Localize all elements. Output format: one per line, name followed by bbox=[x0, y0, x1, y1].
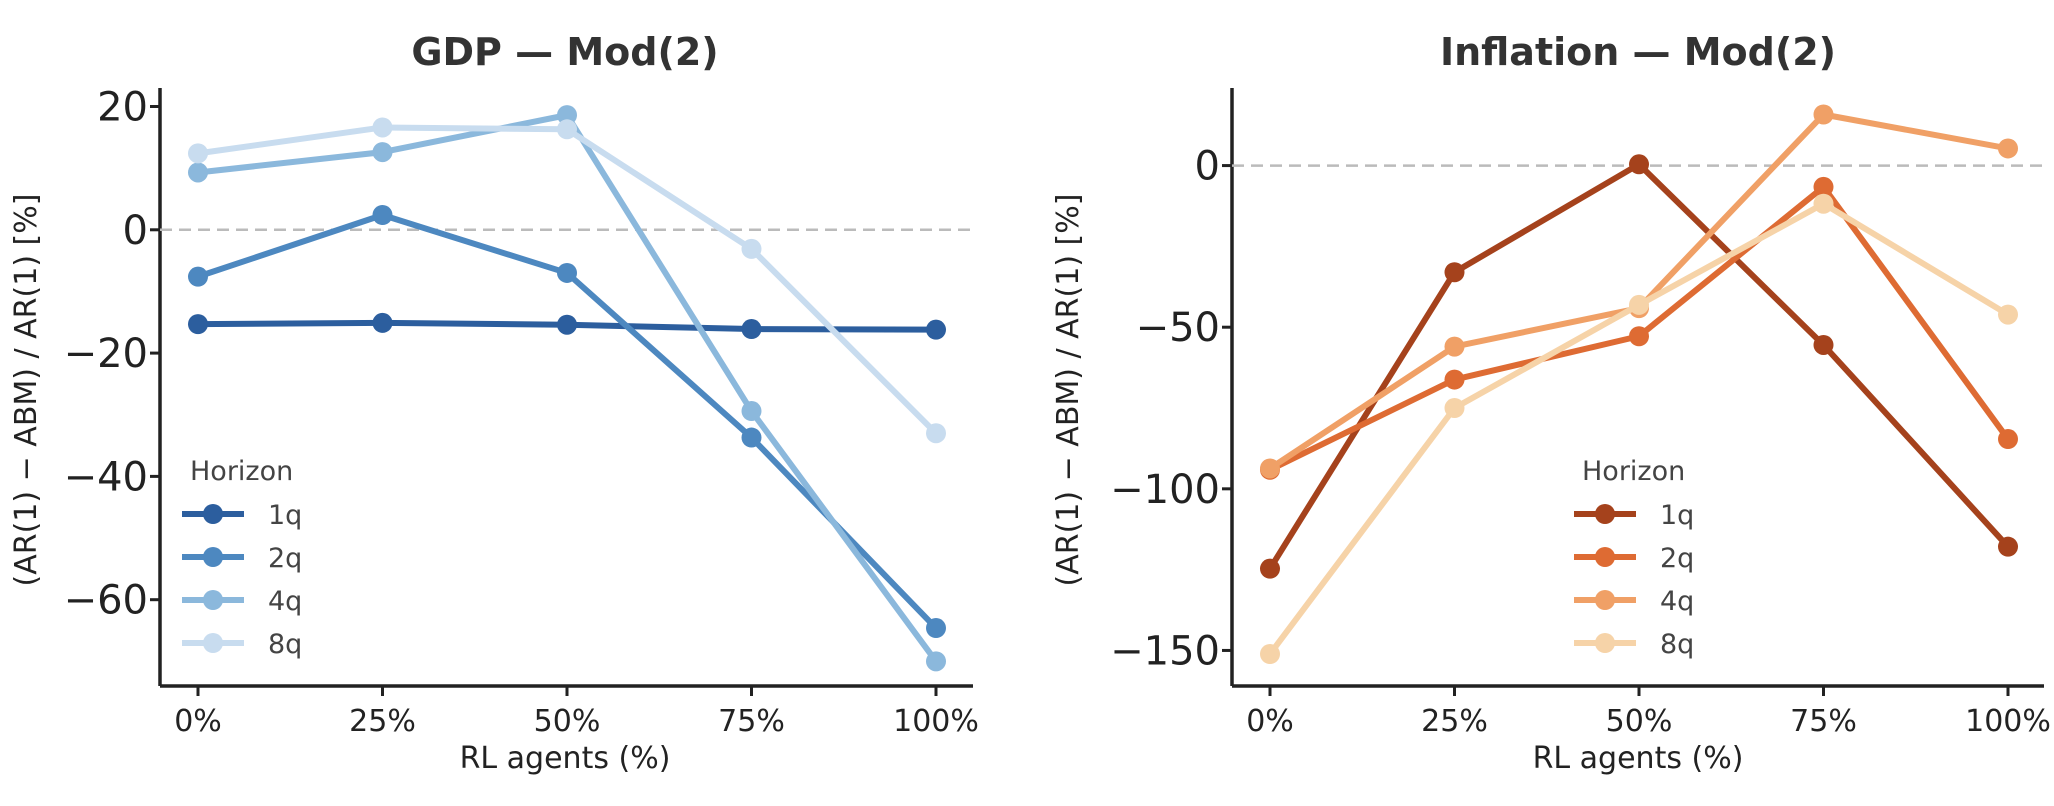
gdp-legend-marker-8q bbox=[203, 633, 223, 653]
gdp-series-line-4q bbox=[197, 112, 939, 664]
gdp-data-point-1q bbox=[741, 319, 762, 340]
inflation-data-point-8q bbox=[1629, 294, 1649, 315]
inflation-x-ticks: 0% 25% 50% 75% 100% bbox=[1246, 686, 2051, 739]
gdp-data-point-4q bbox=[188, 162, 208, 183]
inflation-chart-title: Inflation — Mod(2) bbox=[1440, 30, 1836, 74]
gdp-data-point-8q bbox=[372, 117, 393, 138]
inflation-y-tick-label: 0 bbox=[1195, 144, 1220, 190]
inflation-data-point-4q bbox=[1813, 104, 1834, 125]
gdp-data-point-2q bbox=[188, 266, 208, 287]
gdp-x-tick-label: 25% bbox=[349, 704, 416, 739]
inflation-data-point-8q bbox=[1813, 193, 1834, 214]
gdp-y-tick-label: −40 bbox=[64, 454, 148, 500]
inflation-data-point-4q bbox=[1260, 458, 1280, 479]
inflation-legend: Horizon 1q 2q 4q 8q bbox=[1574, 456, 1694, 660]
inflation-data-point-1q bbox=[1998, 536, 2018, 557]
gdp-data-point-2q bbox=[372, 204, 393, 225]
inflation-legend-label-2q: 2q bbox=[1660, 543, 1694, 574]
gdp-legend-label-2q: 2q bbox=[268, 543, 302, 574]
inflation-x-axis-label: RL agents (%) bbox=[1533, 741, 1744, 776]
inflation-x-tick-label: 25% bbox=[1421, 704, 1488, 739]
gdp-data-point-1q bbox=[926, 319, 946, 340]
gdp-legend-label-1q: 1q bbox=[268, 500, 302, 531]
inflation-legend-title: Horizon bbox=[1582, 456, 1685, 487]
gdp-chart-title: GDP — Mod(2) bbox=[411, 30, 718, 74]
inflation-x-tick-label: 0% bbox=[1246, 704, 1294, 739]
inflation-data-point-8q bbox=[1260, 643, 1280, 664]
inflation-data-point-8q bbox=[1998, 304, 2018, 325]
gdp-x-tick-label: 50% bbox=[534, 704, 601, 739]
inflation-y-ticks: 0 −50 −100 −150 bbox=[1110, 144, 1232, 674]
inflation-y-tick-label: −50 bbox=[1136, 305, 1220, 351]
gdp-data-point-4q bbox=[926, 651, 946, 672]
inflation-series bbox=[1260, 104, 2018, 664]
inflation-data-point-2q bbox=[1813, 176, 1834, 197]
gdp-data-point-4q bbox=[741, 401, 762, 422]
inflation-y-axis-label: (AR(1) − ABM) / AR(1) [%] bbox=[1051, 194, 1086, 587]
inflation-legend-marker-8q bbox=[1595, 633, 1615, 653]
inflation-data-point-2q bbox=[1629, 326, 1649, 347]
inflation-y-tick-label: −150 bbox=[1110, 628, 1220, 674]
inflation-legend-label-1q: 1q bbox=[1660, 500, 1694, 531]
gdp-x-axis-label: RL agents (%) bbox=[460, 741, 671, 776]
gdp-legend-marker-2q bbox=[203, 547, 223, 567]
inflation-legend-label-8q: 8q bbox=[1660, 629, 1694, 660]
gdp-data-point-1q bbox=[188, 314, 208, 335]
inflation-x-tick-label: 100% bbox=[1965, 704, 2051, 739]
gdp-data-point-4q bbox=[557, 105, 577, 126]
gdp-y-tick-label: 20 bbox=[97, 84, 148, 130]
inflation-legend-marker-1q bbox=[1595, 504, 1615, 524]
gdp-data-point-2q bbox=[926, 618, 946, 639]
gdp-chart-panel: GDP — Mod(2) 20 0 −20 −40 −60 0% 25% 50% 75% 100… bbox=[9, 30, 979, 776]
inflation-x-tick-label: 50% bbox=[1606, 704, 1673, 739]
inflation-data-point-2q bbox=[1444, 369, 1465, 390]
gdp-x-tick-label: 75% bbox=[718, 704, 785, 739]
gdp-data-point-8q bbox=[741, 238, 762, 259]
gdp-data-point-2q bbox=[557, 262, 577, 283]
inflation-data-point-1q bbox=[1260, 558, 1280, 579]
gdp-x-ticks: 0% 25% 50% 75% 100% bbox=[174, 686, 979, 739]
inflation-data-point-1q bbox=[1444, 262, 1465, 283]
gdp-data-point-1q bbox=[557, 314, 577, 335]
inflation-chart-panel: Inflation — Mod(2) 0 −50 −100 −150 0% 25% 50%… bbox=[1051, 30, 2051, 776]
inflation-data-point-4q bbox=[1998, 138, 2018, 159]
gdp-legend: Horizon 1q 2q 4q 8q bbox=[182, 456, 302, 660]
gdp-legend-label-8q: 8q bbox=[268, 629, 302, 660]
inflation-data-point-4q bbox=[1444, 336, 1465, 357]
inflation-x-tick-label: 75% bbox=[1790, 704, 1857, 739]
gdp-data-point-4q bbox=[372, 142, 393, 163]
inflation-y-tick-label: −100 bbox=[1110, 467, 1220, 513]
gdp-y-tick-label: −60 bbox=[64, 578, 148, 624]
inflation-data-point-2q bbox=[1998, 429, 2018, 450]
gdp-data-point-2q bbox=[741, 427, 762, 448]
inflation-legend-marker-2q bbox=[1595, 547, 1615, 567]
gdp-x-tick-label: 100% bbox=[893, 704, 979, 739]
inflation-legend-label-4q: 4q bbox=[1660, 586, 1694, 617]
gdp-data-point-1q bbox=[372, 312, 393, 333]
gdp-x-tick-label: 0% bbox=[174, 704, 222, 739]
inflation-data-point-1q bbox=[1813, 334, 1834, 355]
gdp-y-tick-label: 0 bbox=[123, 208, 148, 254]
gdp-legend-marker-4q bbox=[203, 590, 223, 610]
gdp-data-point-8q bbox=[557, 119, 577, 140]
gdp-y-axis-label: (AR(1) − ABM) / AR(1) [%] bbox=[9, 194, 44, 587]
gdp-legend-title: Horizon bbox=[190, 456, 293, 487]
inflation-legend-marker-4q bbox=[1595, 590, 1615, 610]
gdp-data-point-8q bbox=[926, 423, 946, 444]
gdp-legend-label-4q: 4q bbox=[268, 586, 302, 617]
gdp-y-tick-label: −20 bbox=[64, 331, 148, 377]
inflation-data-point-1q bbox=[1629, 154, 1649, 175]
inflation-data-point-8q bbox=[1444, 398, 1465, 419]
gdp-data-point-8q bbox=[188, 143, 208, 164]
gdp-series bbox=[188, 105, 946, 672]
gdp-legend-marker-1q bbox=[203, 504, 223, 524]
gdp-y-ticks: 20 0 −20 −40 −60 bbox=[64, 84, 160, 624]
